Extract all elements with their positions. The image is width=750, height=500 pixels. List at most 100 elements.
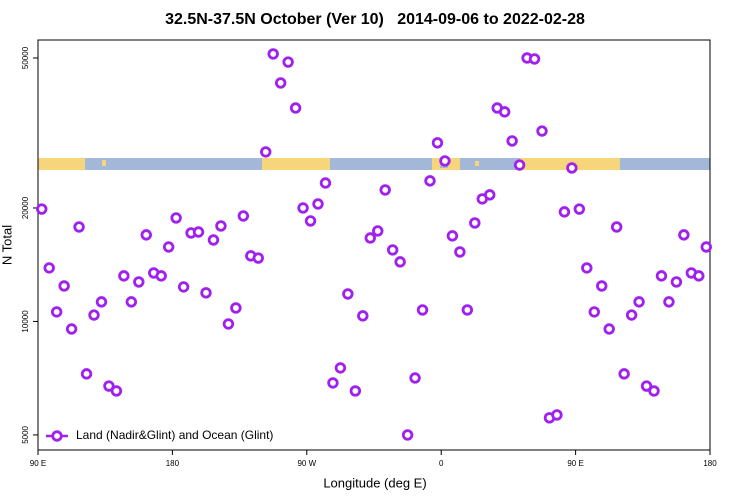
point [633, 296, 645, 308]
point [260, 146, 272, 158]
point [416, 304, 429, 316]
point [177, 281, 190, 293]
surface-band [38, 158, 710, 170]
point [663, 296, 675, 308]
point [43, 262, 55, 274]
point [610, 221, 623, 233]
point [655, 270, 668, 282]
point [461, 304, 474, 316]
point [36, 203, 48, 215]
point [162, 241, 175, 253]
point [618, 368, 630, 380]
chart-title: 32.5N-37.5N October (Ver 10) 2014-09-06 … [165, 11, 585, 28]
point [297, 202, 309, 214]
point [469, 217, 481, 229]
point [431, 137, 444, 149]
point [409, 372, 421, 384]
point [596, 280, 608, 292]
point [222, 318, 235, 330]
point [558, 206, 571, 218]
point [513, 159, 526, 171]
y-axis-label: N Total [0, 225, 14, 265]
point [282, 56, 294, 68]
point [536, 125, 548, 137]
point [446, 230, 459, 242]
point [207, 234, 220, 246]
point [342, 288, 354, 300]
point [312, 198, 324, 210]
point [327, 377, 339, 389]
point [551, 409, 563, 421]
point [566, 162, 578, 174]
legend-label: Land (Nadir&Glint) and Ocean (Glint) [76, 428, 273, 442]
x-tick-label: 0 [439, 459, 444, 468]
point [648, 385, 660, 397]
point [401, 429, 414, 441]
point [424, 175, 436, 187]
point [215, 220, 227, 232]
point [50, 306, 63, 318]
point [118, 270, 130, 282]
x-tick-label: 90 E [30, 459, 46, 468]
point [103, 380, 115, 392]
point [267, 48, 279, 60]
point [581, 262, 593, 274]
point [573, 203, 586, 215]
point [65, 323, 78, 335]
legend-marker [51, 430, 63, 442]
y-tick-label: 50000 [21, 46, 30, 69]
x-tick-label: 180 [703, 459, 717, 468]
point [625, 309, 638, 321]
point [386, 244, 399, 256]
point [125, 296, 138, 308]
point [484, 189, 496, 201]
point [498, 106, 511, 118]
y-tick-label: 5000 [21, 425, 30, 443]
point [357, 310, 369, 322]
point [192, 226, 205, 238]
point [364, 232, 376, 244]
point [289, 102, 302, 114]
point [603, 323, 615, 335]
point [319, 177, 332, 189]
point [155, 270, 167, 282]
point [80, 368, 93, 380]
point [379, 184, 391, 196]
plot-frame [37, 39, 711, 451]
point [73, 221, 85, 233]
point [454, 246, 466, 258]
point [372, 225, 384, 237]
point [528, 53, 541, 65]
point [230, 302, 242, 314]
point [506, 135, 518, 147]
point [640, 380, 653, 392]
point [588, 306, 600, 318]
point [200, 287, 212, 299]
point [274, 77, 287, 89]
x-axis-label: Longitude (deg E) [323, 475, 426, 490]
point [237, 210, 250, 222]
point [334, 362, 347, 374]
point [304, 215, 317, 227]
x-tick-label: 90 E [567, 459, 583, 468]
x-tick-label: 180 [166, 459, 180, 468]
point [700, 241, 712, 253]
point [140, 229, 152, 241]
point [678, 229, 690, 241]
y-tick-label: 10000 [21, 310, 30, 333]
point [693, 270, 705, 282]
point [252, 252, 264, 264]
point [439, 155, 451, 167]
point [88, 309, 100, 321]
point [95, 296, 108, 308]
point [133, 276, 145, 288]
point [58, 280, 70, 292]
x-tick-label: 90 W [297, 459, 316, 468]
point [110, 385, 123, 397]
point [394, 256, 406, 268]
point [349, 385, 362, 397]
point [670, 276, 683, 288]
point [170, 212, 182, 224]
y-tick-label: 20000 [21, 196, 30, 219]
